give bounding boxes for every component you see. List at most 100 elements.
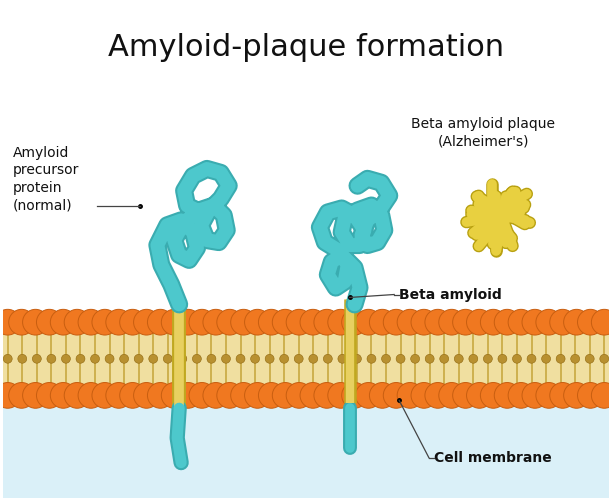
Ellipse shape [47, 354, 56, 363]
Circle shape [341, 383, 367, 408]
Circle shape [411, 309, 437, 335]
Ellipse shape [381, 354, 390, 363]
Ellipse shape [309, 354, 318, 363]
Text: Cell membrane: Cell membrane [434, 451, 551, 464]
Circle shape [411, 383, 437, 408]
Circle shape [522, 309, 548, 335]
Text: Amyloid-plaque formation: Amyloid-plaque formation [108, 33, 504, 62]
Circle shape [64, 309, 90, 335]
Circle shape [578, 383, 603, 408]
Circle shape [370, 309, 395, 335]
Circle shape [147, 309, 173, 335]
Circle shape [106, 383, 132, 408]
Circle shape [356, 383, 381, 408]
Circle shape [37, 383, 62, 408]
Ellipse shape [556, 354, 565, 363]
Circle shape [591, 383, 612, 408]
Ellipse shape [192, 354, 201, 363]
Circle shape [9, 309, 34, 335]
Circle shape [106, 309, 132, 335]
Circle shape [0, 383, 21, 408]
Circle shape [175, 309, 201, 335]
Circle shape [231, 383, 256, 408]
Circle shape [203, 309, 229, 335]
Circle shape [522, 383, 548, 408]
Ellipse shape [338, 354, 347, 363]
Circle shape [0, 309, 21, 335]
Circle shape [425, 383, 450, 408]
Ellipse shape [222, 354, 231, 363]
Circle shape [50, 383, 76, 408]
Circle shape [92, 383, 118, 408]
Ellipse shape [425, 354, 434, 363]
Circle shape [397, 309, 423, 335]
Circle shape [245, 309, 271, 335]
Circle shape [383, 309, 409, 335]
Text: Amyloid
precursor
protein
(normal): Amyloid precursor protein (normal) [13, 146, 79, 212]
Ellipse shape [207, 354, 216, 363]
Ellipse shape [440, 354, 449, 363]
Ellipse shape [105, 354, 114, 363]
Circle shape [120, 383, 146, 408]
Ellipse shape [469, 354, 478, 363]
Circle shape [453, 309, 479, 335]
Circle shape [439, 309, 465, 335]
Circle shape [78, 383, 104, 408]
Circle shape [189, 309, 215, 335]
Circle shape [189, 383, 215, 408]
Ellipse shape [367, 354, 376, 363]
Circle shape [508, 309, 534, 335]
Circle shape [314, 383, 340, 408]
Ellipse shape [512, 354, 521, 363]
Ellipse shape [498, 354, 507, 363]
Circle shape [162, 309, 187, 335]
Circle shape [203, 383, 229, 408]
Circle shape [591, 309, 612, 335]
Circle shape [217, 383, 242, 408]
Circle shape [64, 383, 90, 408]
Circle shape [175, 383, 201, 408]
Circle shape [341, 309, 367, 335]
Ellipse shape [542, 354, 551, 363]
Circle shape [536, 309, 562, 335]
Ellipse shape [527, 354, 536, 363]
Circle shape [439, 383, 465, 408]
Circle shape [37, 309, 62, 335]
Circle shape [133, 383, 159, 408]
Circle shape [162, 383, 187, 408]
Ellipse shape [18, 354, 27, 363]
Bar [3, 322, 609, 395]
Ellipse shape [3, 354, 12, 363]
Ellipse shape [32, 354, 41, 363]
Ellipse shape [280, 354, 289, 363]
Circle shape [370, 383, 395, 408]
Ellipse shape [236, 354, 245, 363]
Ellipse shape [411, 354, 420, 363]
Circle shape [9, 383, 34, 408]
Circle shape [508, 383, 534, 408]
Circle shape [550, 383, 575, 408]
Ellipse shape [454, 354, 463, 363]
Circle shape [300, 309, 326, 335]
Bar [3, 395, 609, 498]
Circle shape [133, 309, 159, 335]
Circle shape [397, 383, 423, 408]
Circle shape [564, 309, 589, 335]
Circle shape [272, 383, 298, 408]
Circle shape [466, 383, 492, 408]
Circle shape [50, 309, 76, 335]
Ellipse shape [294, 354, 303, 363]
Ellipse shape [483, 354, 492, 363]
Circle shape [453, 383, 479, 408]
Circle shape [383, 383, 409, 408]
Text: Beta amyloid: Beta amyloid [399, 288, 502, 302]
Circle shape [120, 309, 146, 335]
Circle shape [356, 309, 381, 335]
Circle shape [286, 383, 312, 408]
Ellipse shape [396, 354, 405, 363]
Ellipse shape [265, 354, 274, 363]
Circle shape [258, 309, 284, 335]
Text: Beta amyloid plaque
(Alzheimer's): Beta amyloid plaque (Alzheimer's) [411, 117, 555, 149]
Ellipse shape [76, 354, 85, 363]
Circle shape [550, 309, 575, 335]
